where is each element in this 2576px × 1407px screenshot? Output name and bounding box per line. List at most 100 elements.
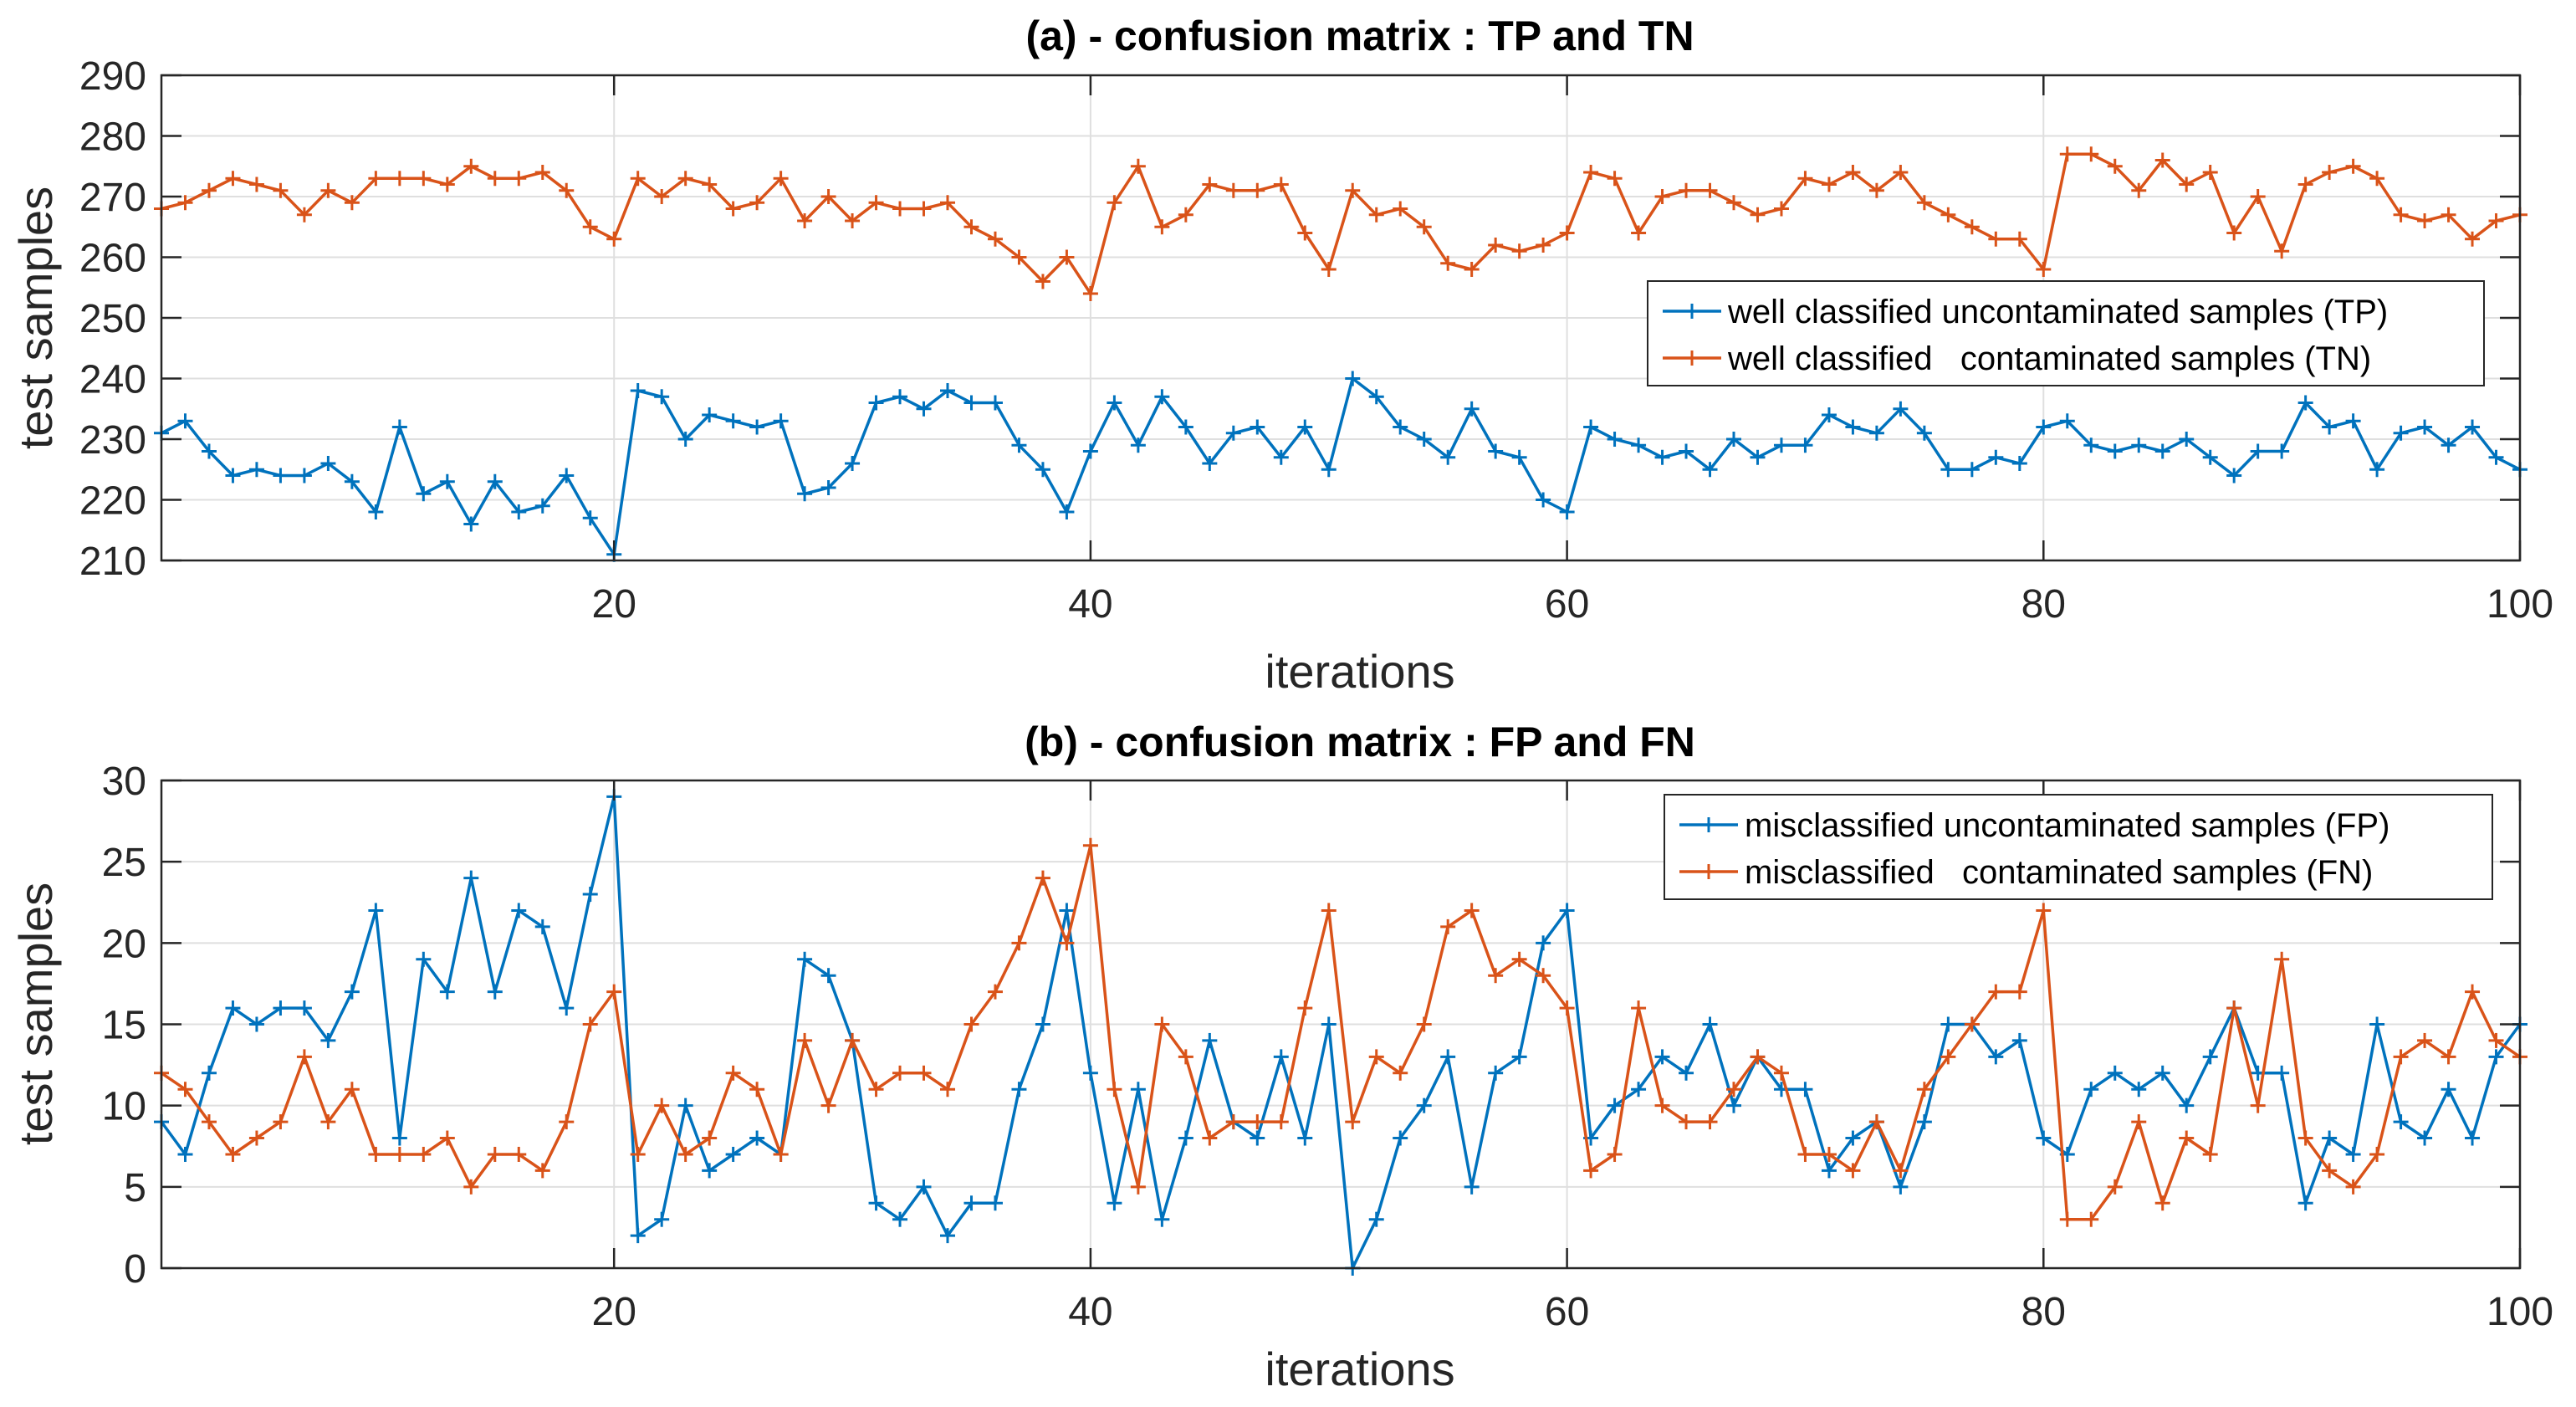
data-point-marker <box>1107 395 1122 411</box>
data-point-marker <box>511 1146 527 1162</box>
data-point-marker <box>225 171 241 187</box>
data-point-marker <box>916 201 932 217</box>
data-point-marker <box>1821 1163 1837 1179</box>
y-tick-label: 0 <box>124 1247 146 1292</box>
data-point-marker <box>1893 1163 1909 1179</box>
data-point-marker <box>2465 984 2481 1000</box>
data-point-marker <box>1250 1114 1265 1130</box>
data-point-marker <box>2131 437 2147 453</box>
x-tick-label: 20 <box>592 582 636 627</box>
data-point-marker <box>2369 171 2385 187</box>
data-point-marker <box>534 1163 550 1179</box>
x-tick-label: 100 <box>2487 1290 2553 1334</box>
data-point-marker <box>391 419 407 435</box>
data-point-marker <box>2083 1082 2099 1097</box>
data-point-marker <box>1536 238 1551 253</box>
data-point-marker <box>2107 1179 2123 1195</box>
data-point-marker <box>511 504 527 519</box>
data-point-marker <box>391 1146 407 1162</box>
data-point-marker <box>2059 1211 2075 1227</box>
data-point-marker <box>1011 249 1027 265</box>
data-point-marker <box>1011 437 1027 453</box>
data-point-marker <box>749 1130 765 1146</box>
data-point-marker <box>248 1016 264 1032</box>
data-point-marker <box>1178 419 1193 435</box>
data-point-marker <box>1773 201 1789 217</box>
data-point-marker <box>916 1065 932 1081</box>
data-point-marker <box>201 443 217 459</box>
data-point-marker <box>1250 419 1265 435</box>
data-point-marker <box>225 1146 241 1162</box>
data-point-marker <box>2202 165 2218 180</box>
data-point-marker <box>416 951 432 967</box>
data-point-marker <box>797 213 813 228</box>
data-point-marker <box>2202 449 2218 465</box>
data-point-marker <box>1273 1049 1289 1065</box>
data-point-marker <box>2465 1130 2481 1146</box>
data-point-marker <box>1321 1016 1337 1032</box>
data-point-marker <box>582 887 598 903</box>
data-point-marker <box>582 219 598 235</box>
y-tick-label: 250 <box>79 297 146 341</box>
data-point-marker <box>1940 207 1956 223</box>
x-tick-label: 60 <box>1545 582 1589 627</box>
data-point-marker <box>1440 1049 1456 1065</box>
data-point-marker <box>1011 1082 1027 1097</box>
data-point-marker <box>2465 419 2481 435</box>
data-point-marker <box>1154 1211 1170 1227</box>
data-point-marker <box>1821 177 1837 192</box>
series-line <box>161 152 2521 295</box>
data-point-marker <box>630 383 646 398</box>
data-point-marker <box>2250 1097 2266 1113</box>
x-tick-label: 40 <box>1068 582 1112 627</box>
data-point-marker <box>1368 207 1384 223</box>
data-point-marker <box>2131 182 2147 198</box>
data-point-marker <box>320 1032 336 1048</box>
x-tick-label: 60 <box>1545 1290 1589 1334</box>
data-point-marker <box>1988 449 2004 465</box>
data-point-marker <box>1797 1146 1813 1162</box>
data-point-marker <box>273 1000 289 1016</box>
data-point-marker <box>1750 1049 1766 1065</box>
data-point-marker <box>439 1130 455 1146</box>
data-point-marker <box>2036 1130 2052 1146</box>
y-tick-label: 220 <box>79 479 146 524</box>
data-point-marker <box>725 201 741 217</box>
data-point-marker <box>892 1065 908 1081</box>
data-point-marker <box>749 419 765 435</box>
data-point-marker <box>1654 189 1670 204</box>
legend-label: well classified uncontaminated samples (… <box>1727 294 2388 330</box>
data-point-marker <box>630 171 646 187</box>
data-point-marker <box>1321 903 1337 918</box>
data-point-marker <box>559 182 575 198</box>
data-point-marker <box>1559 504 1575 519</box>
chart-title: (a) - confusion matrix : TP and TN <box>1025 13 1694 59</box>
data-point-marker <box>1654 1097 1670 1113</box>
data-point-marker <box>1964 219 1980 235</box>
data-point-marker <box>1416 219 1432 235</box>
data-point-marker <box>248 462 264 478</box>
data-point-marker <box>1726 1082 1741 1097</box>
data-point-marker <box>2441 207 2456 223</box>
legend-label: misclassified uncontaminated samples (FP… <box>1745 807 2389 844</box>
data-point-marker <box>2154 1065 2170 1081</box>
data-point-marker <box>1035 1016 1050 1032</box>
data-point-marker <box>1154 1016 1170 1032</box>
data-point-marker <box>2417 1032 2433 1048</box>
data-point-marker <box>1845 1163 1861 1179</box>
data-point-marker <box>2441 1082 2456 1097</box>
data-point-marker <box>2322 419 2338 435</box>
data-point-marker <box>1559 1000 1575 1016</box>
data-point-marker <box>820 1097 836 1113</box>
data-point-marker <box>177 1082 193 1097</box>
data-point-marker <box>1488 238 1504 253</box>
data-point-marker <box>1107 1195 1122 1211</box>
data-point-marker <box>368 1146 384 1162</box>
data-point-marker <box>2297 1195 2313 1211</box>
data-point-marker <box>1511 449 1527 465</box>
y-tick-label: 15 <box>102 1004 146 1048</box>
data-point-marker <box>2274 1065 2290 1081</box>
data-point-marker <box>1273 177 1289 192</box>
data-point-marker <box>344 473 360 489</box>
